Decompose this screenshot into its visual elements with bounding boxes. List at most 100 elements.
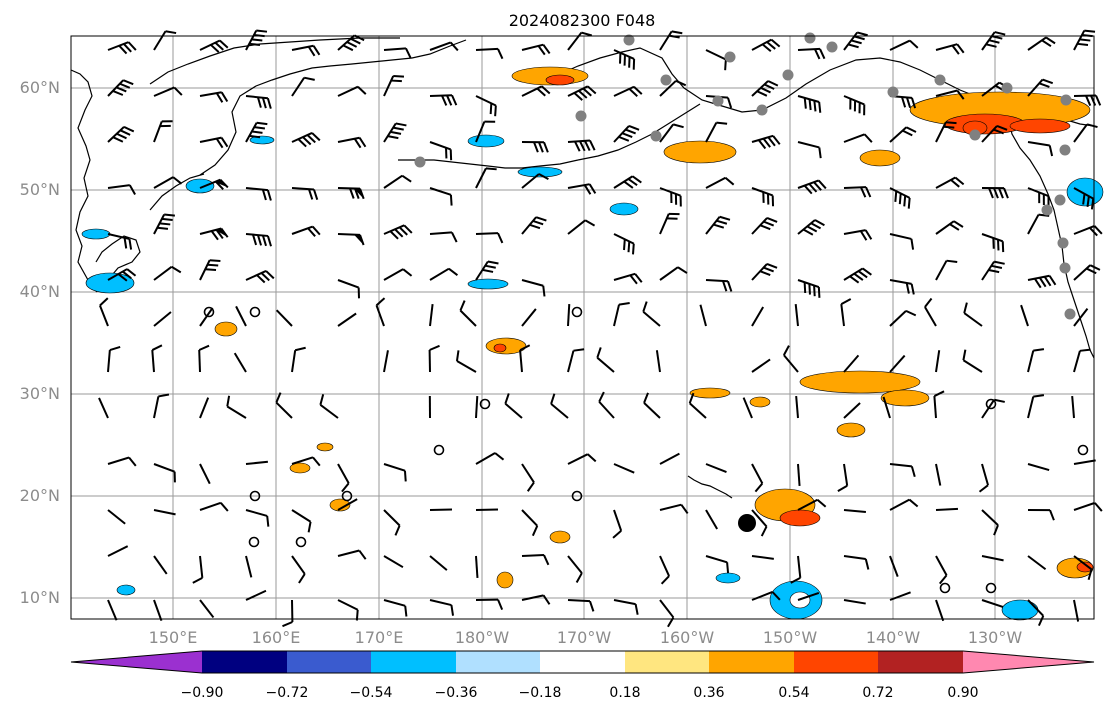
wind-barb-feather <box>924 297 933 308</box>
wind-barb <box>797 498 827 511</box>
wind-barb-feather <box>535 216 547 222</box>
wind-barb <box>889 233 915 250</box>
wind-barb <box>107 125 135 143</box>
contour-blob <box>715 572 741 584</box>
calm-circle <box>341 490 353 502</box>
wind-barb-feather <box>126 268 137 277</box>
wind-barb <box>1073 501 1103 512</box>
wind-barb-feather <box>956 43 965 54</box>
wind-barb-feather <box>198 344 210 351</box>
wind-barb <box>475 555 479 579</box>
wind-barb-feather <box>394 525 401 536</box>
wind-barb-feather <box>632 175 642 184</box>
wind-barb-feather <box>395 122 407 127</box>
wind-barb-staff <box>521 216 537 235</box>
wind-barb-staff <box>153 396 160 419</box>
wind-barb <box>107 79 134 97</box>
wind-barb-feather <box>1038 192 1041 204</box>
wind-barb <box>1027 78 1054 97</box>
wind-barb-staff <box>107 126 125 143</box>
wind-barb-feather <box>1077 42 1089 46</box>
wind-barb-staff <box>889 555 899 577</box>
wind-barb-feather <box>771 195 775 207</box>
wind-barb-staff <box>797 592 820 601</box>
contour-blob <box>289 462 311 474</box>
wind-barb <box>751 463 764 493</box>
wind-barb-feather <box>660 575 670 585</box>
station-dot <box>756 104 768 116</box>
wind-barb-feather <box>127 41 137 51</box>
wind-barb <box>1027 213 1050 235</box>
wind-barb <box>153 213 175 235</box>
wind-barb-staff <box>751 463 764 484</box>
wind-barb <box>475 598 504 610</box>
contour-blob <box>467 134 505 148</box>
wind-barb-feather <box>949 223 960 231</box>
wind-barb-pennant <box>215 228 228 238</box>
wind-barb <box>981 124 1008 143</box>
wind-barb <box>245 589 267 601</box>
wind-barb-feather <box>679 195 682 207</box>
wind-barb-feather <box>1085 95 1092 106</box>
wind-barb-feather <box>429 344 440 351</box>
wind-barb-feather <box>643 392 649 404</box>
wind-barb-feather <box>817 179 827 190</box>
wind-barb-staff <box>107 184 130 189</box>
wind-barb-feather <box>249 134 261 139</box>
wind-barb <box>153 393 170 419</box>
wind-barb-feather <box>1038 82 1050 88</box>
wind-barb-feather <box>357 287 361 299</box>
wind-barb <box>192 555 204 584</box>
wind-barb-staff <box>659 187 681 197</box>
longitude-labels: 150°E 160°E 170°E 180°W 170°W 160°W 150°… <box>149 628 1023 647</box>
calm-wind-circles <box>203 306 1089 594</box>
wind-barb <box>475 395 479 419</box>
coastline-canada <box>999 103 1095 359</box>
wind-barb <box>981 555 1004 562</box>
wind-barb-feather <box>441 95 448 106</box>
wind-barb-staff <box>1073 264 1091 281</box>
wind-barb-feather <box>813 181 822 191</box>
wind-barb <box>1027 141 1054 157</box>
wind-barb-feather <box>265 270 275 280</box>
wind-barb-feather <box>814 48 821 60</box>
wind-barb-staff <box>981 509 999 526</box>
wind-barb-feather <box>573 92 583 101</box>
wind-barb-feather <box>405 47 412 59</box>
wind-barb <box>199 501 229 512</box>
wind-barb-feather <box>901 96 907 108</box>
wind-barb <box>475 47 504 60</box>
wind-barb <box>319 394 339 419</box>
wind-barb <box>843 95 866 116</box>
wind-barb-staff <box>1073 30 1086 51</box>
calm-circle <box>249 306 261 318</box>
wind-barb-staff <box>935 507 959 511</box>
wind-barb-staff <box>521 85 543 97</box>
wind-barb-feather <box>164 213 175 217</box>
wind-barb-feather <box>311 225 321 236</box>
wind-barb-staff <box>199 227 222 235</box>
wind-barb-feather <box>394 228 404 238</box>
wind-barb-staff <box>151 349 155 373</box>
wind-barb-feather <box>387 135 399 140</box>
wind-barb-staff <box>1073 94 1097 97</box>
wind-barb-staff <box>889 279 912 285</box>
colorbar-segment <box>371 651 456 673</box>
wind-barb-feather <box>266 235 272 247</box>
station-dot <box>575 110 587 122</box>
wind-barb-feather <box>762 192 765 203</box>
wind-barb-feather <box>905 126 917 133</box>
wind-barb-staff <box>567 350 575 373</box>
station-dot <box>1054 194 1066 206</box>
wind-barb <box>705 279 733 292</box>
wind-barb-staff <box>889 187 911 199</box>
wind-barb-staff <box>99 305 109 327</box>
wind-barb-staff <box>153 463 175 473</box>
wind-barb-feather <box>542 285 546 297</box>
wind-barb <box>245 233 272 247</box>
wind-barb-feather <box>583 184 592 195</box>
lat-label-10n: 10°N <box>20 588 60 607</box>
wind-barb-feather <box>767 136 776 147</box>
wind-barb-feather <box>680 504 689 515</box>
contour-blob <box>329 498 351 512</box>
